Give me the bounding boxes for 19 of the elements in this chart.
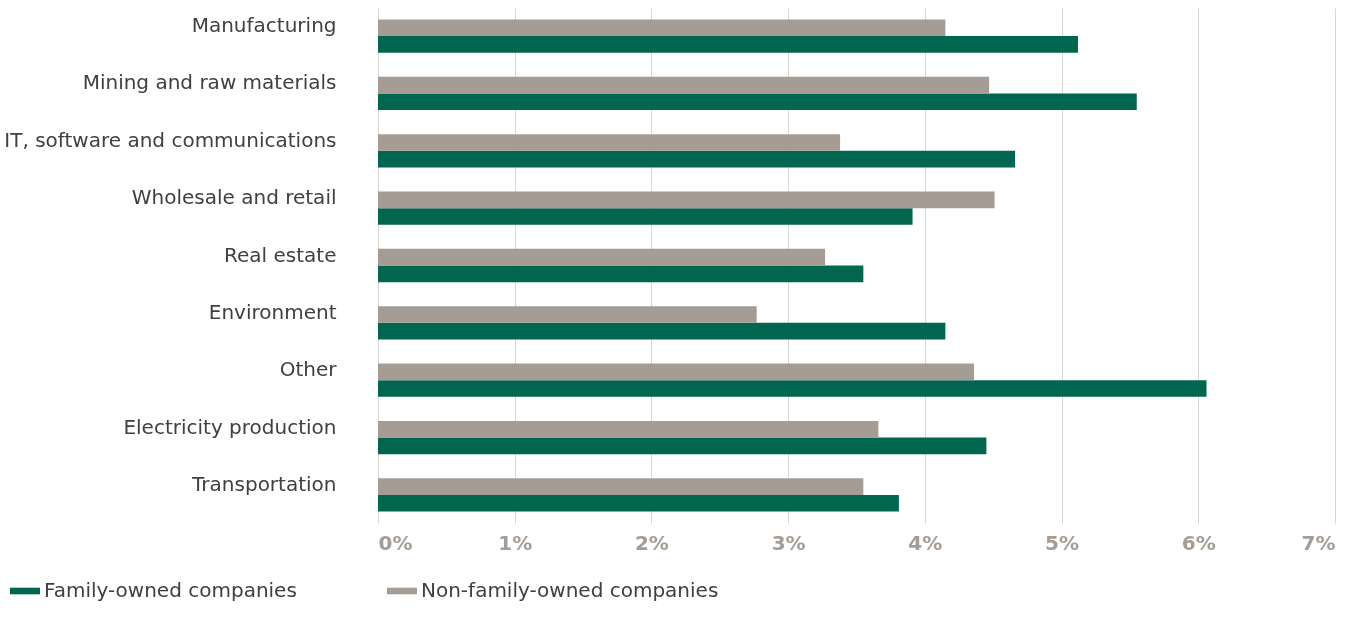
x-tick-label: 3% bbox=[771, 530, 806, 555]
x-tick-label: 0% bbox=[378, 530, 413, 555]
x-tick-label: 4% bbox=[908, 530, 943, 555]
y-tick-label: Transportation bbox=[191, 471, 337, 496]
x-tick-label: 5% bbox=[1045, 530, 1080, 555]
x-tick-label: 7% bbox=[1301, 530, 1336, 555]
y-tick-label: Real estate bbox=[224, 242, 337, 267]
y-tick-label: Other bbox=[279, 357, 338, 382]
legend-label: Family-owned companies bbox=[44, 578, 297, 602]
y-tick-label: Environment bbox=[208, 299, 337, 324]
x-tick-label: 2% bbox=[634, 530, 669, 555]
y-tick-label: Wholesale and retail bbox=[131, 185, 337, 210]
y-tick-label: Manufacturing bbox=[191, 13, 337, 38]
legend-label: Non-family-owned companies bbox=[421, 578, 719, 602]
y-tick-label: Mining and raw materials bbox=[82, 70, 337, 95]
y-tick-label: Electricity production bbox=[123, 414, 337, 439]
y-tick-label: IT, software and communications bbox=[4, 127, 337, 152]
x-tick-label: 1% bbox=[498, 530, 533, 555]
x-tick-label: 6% bbox=[1181, 530, 1216, 555]
